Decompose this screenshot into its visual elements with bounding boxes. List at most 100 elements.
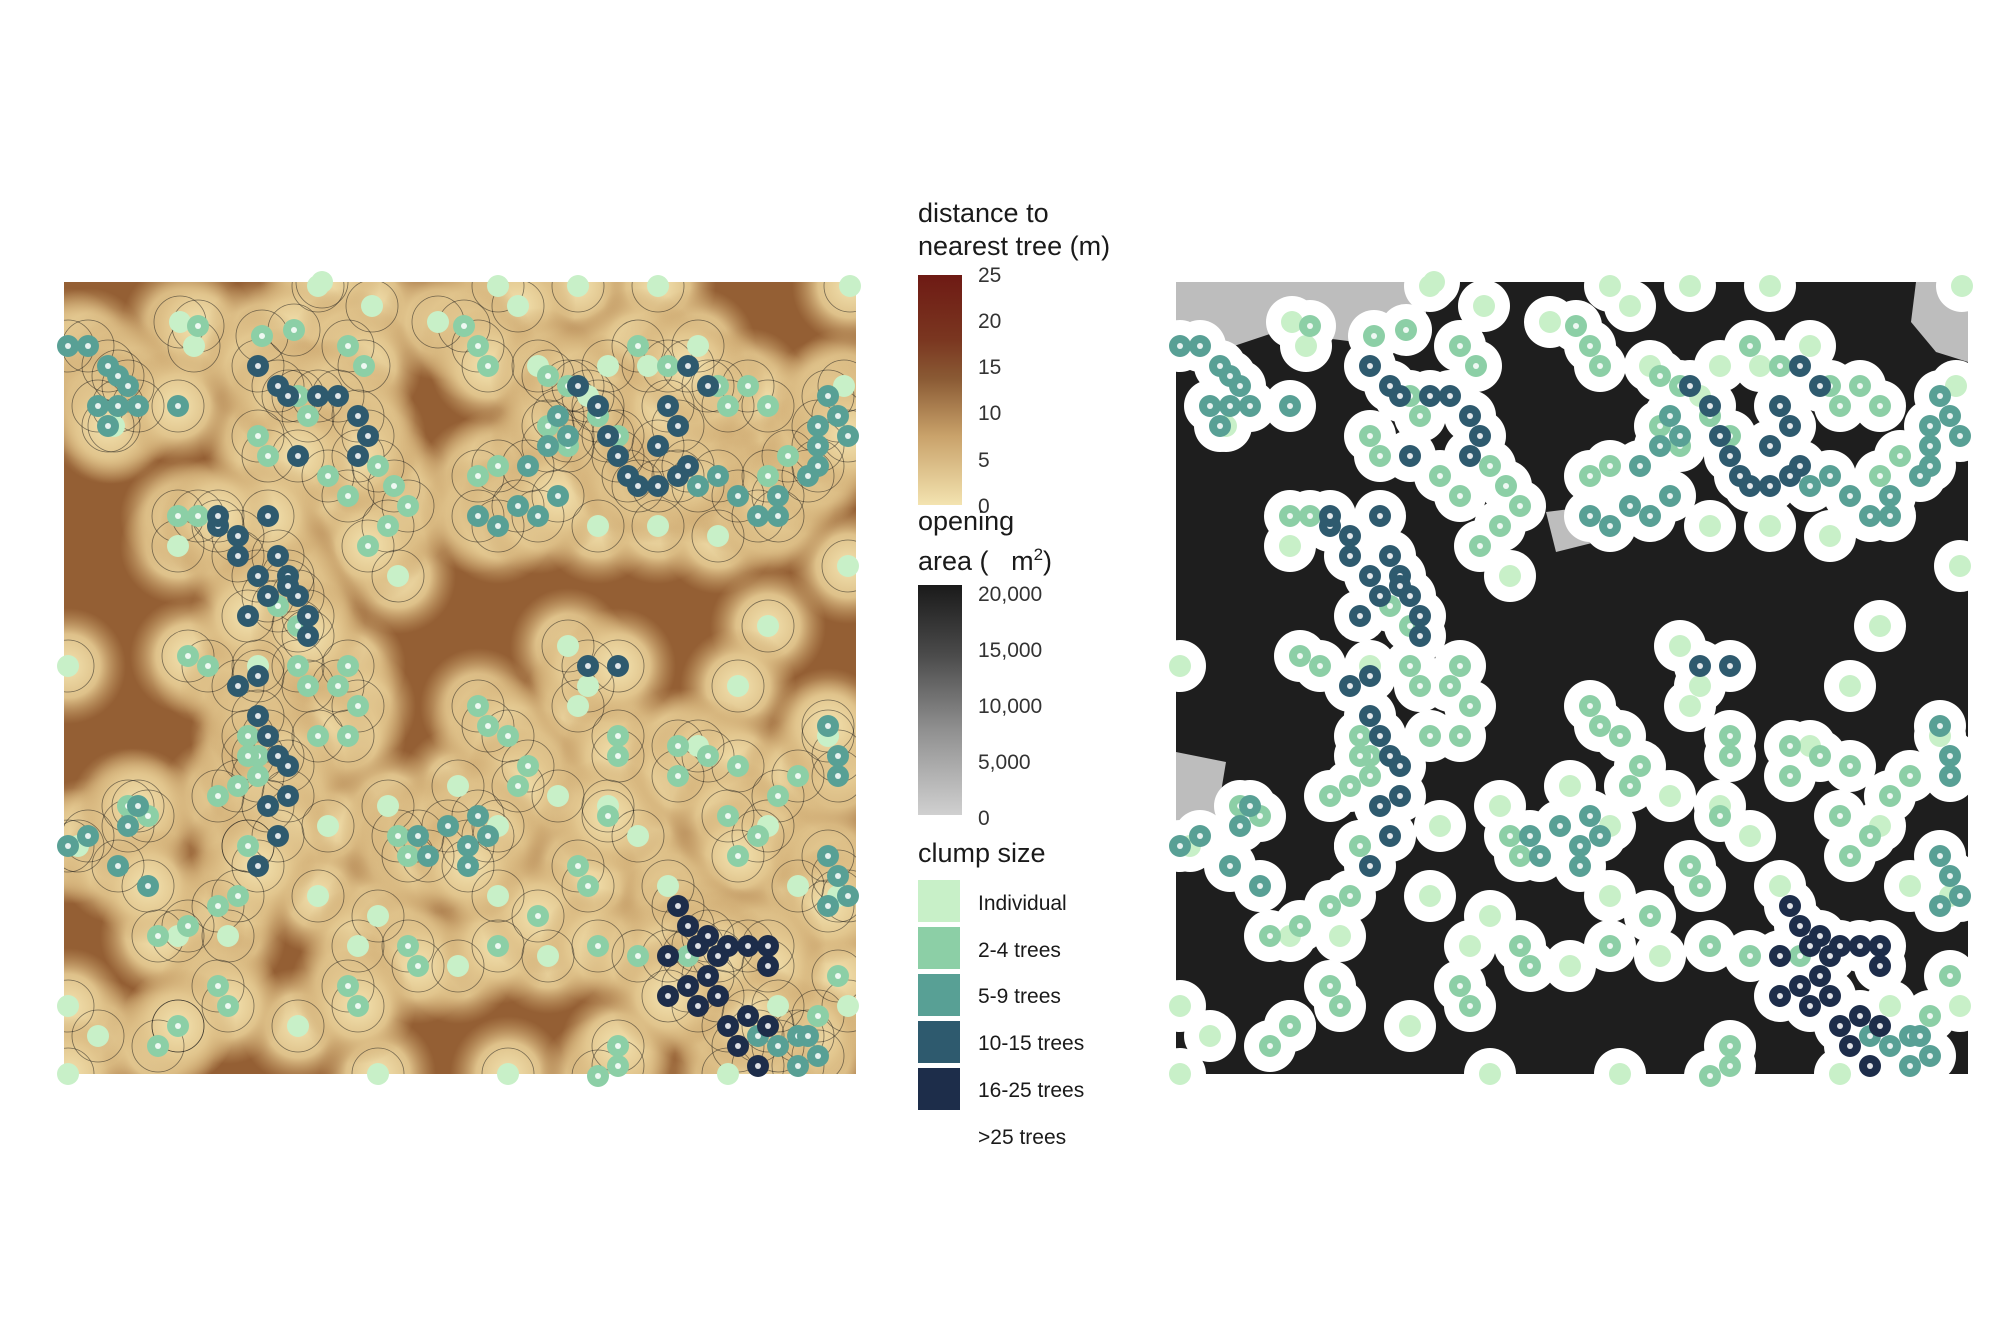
tree-point [217, 925, 239, 947]
tree-point [447, 775, 469, 797]
tree-center [345, 493, 351, 499]
tree-center [1307, 513, 1313, 519]
tree-center [1867, 833, 1873, 839]
tree-center [765, 473, 771, 479]
tree-point [707, 525, 729, 547]
tree-center [715, 473, 721, 479]
tree-point [1459, 935, 1481, 957]
distance-tick: 5 [978, 449, 990, 472]
tree-center [185, 923, 191, 929]
tree-center [1887, 513, 1893, 519]
tree-center [765, 1023, 771, 1029]
tree-center [335, 393, 341, 399]
tree-center [1397, 793, 1403, 799]
contour-ring [631, 282, 685, 313]
contour-ring [801, 829, 855, 883]
clump-key-label: 5-9 trees [978, 985, 1061, 1008]
tree-center [1767, 443, 1773, 449]
tree-center [1227, 373, 1233, 379]
tree-center [1407, 663, 1413, 669]
tree-center [1387, 603, 1393, 609]
tree-center [235, 553, 241, 559]
tree-center [1747, 343, 1753, 349]
tree-point [507, 295, 529, 317]
tree-center [1287, 403, 1293, 409]
clump-key-label: >25 trees [978, 1126, 1067, 1149]
tree-center [115, 863, 121, 869]
tree-center [265, 453, 271, 459]
tree-center [485, 363, 491, 369]
tree-point [183, 335, 205, 357]
tree-center [1347, 533, 1353, 539]
contour-ring [281, 389, 335, 443]
tree-center [125, 823, 131, 829]
tree-center [1847, 763, 1853, 769]
tree-center [835, 973, 841, 979]
tree-point [687, 335, 709, 357]
tree-center [675, 773, 681, 779]
tree-center [1687, 863, 1693, 869]
tree-center [145, 813, 151, 819]
tree-center [1267, 1043, 1273, 1049]
tree-point [1499, 565, 1521, 587]
contour-ring [341, 519, 395, 573]
tree-point [1489, 795, 1511, 817]
tree-center [745, 383, 751, 389]
tree-center [1367, 573, 1373, 579]
tree-center [1237, 383, 1243, 389]
tree-center [1847, 1043, 1853, 1049]
tree-center [515, 503, 521, 509]
tree-center [1387, 383, 1393, 389]
contour-ring [111, 779, 165, 833]
tree-center [1907, 1063, 1913, 1069]
tree-center [1437, 473, 1443, 479]
tree-center [1957, 893, 1963, 899]
tree-center [1397, 393, 1403, 399]
contour-ring [561, 369, 615, 423]
contour-ring [491, 282, 545, 333]
contour-ring [571, 919, 625, 973]
tree-center [675, 743, 681, 749]
tree-center [1937, 393, 1943, 399]
tree-center [675, 423, 681, 429]
contour-ring [551, 282, 605, 313]
contour-ring [64, 979, 95, 1033]
tree-point [317, 815, 339, 837]
tree-center [1917, 473, 1923, 479]
tree-center [315, 393, 321, 399]
opening-colorbar [918, 585, 962, 815]
tree-center [1727, 753, 1733, 759]
tree-center [1207, 403, 1213, 409]
tree-center [1947, 413, 1953, 419]
tree-point [1949, 555, 1971, 577]
tree-point [1559, 955, 1581, 977]
tree-center [1457, 983, 1463, 989]
contour-ring [367, 459, 421, 513]
tree-center [825, 393, 831, 399]
tree-center [125, 383, 131, 389]
tree-points-left [57, 271, 861, 1087]
tree-center [1627, 503, 1633, 509]
tree-center [1577, 863, 1583, 869]
tree-center [725, 943, 731, 949]
opening-title-sup: 2 [1033, 545, 1044, 564]
tree-center [525, 763, 531, 769]
tree-point [647, 275, 669, 297]
tree-point [1479, 1063, 1501, 1085]
tree-center [1687, 383, 1693, 389]
tree-center [265, 593, 271, 599]
tree-center [1927, 463, 1933, 469]
tree-center [725, 403, 731, 409]
tree-center [835, 753, 841, 759]
tree-center [1747, 953, 1753, 959]
tree-point [837, 995, 859, 1017]
contour-ring [231, 649, 285, 703]
tree-point [1279, 535, 1301, 557]
tree-point [1899, 875, 1921, 897]
tree-center [745, 943, 751, 949]
tree-center [85, 833, 91, 839]
tree-center [635, 343, 641, 349]
tree-center [475, 473, 481, 479]
tree-center [1327, 903, 1333, 909]
distance-halo [64, 608, 126, 724]
